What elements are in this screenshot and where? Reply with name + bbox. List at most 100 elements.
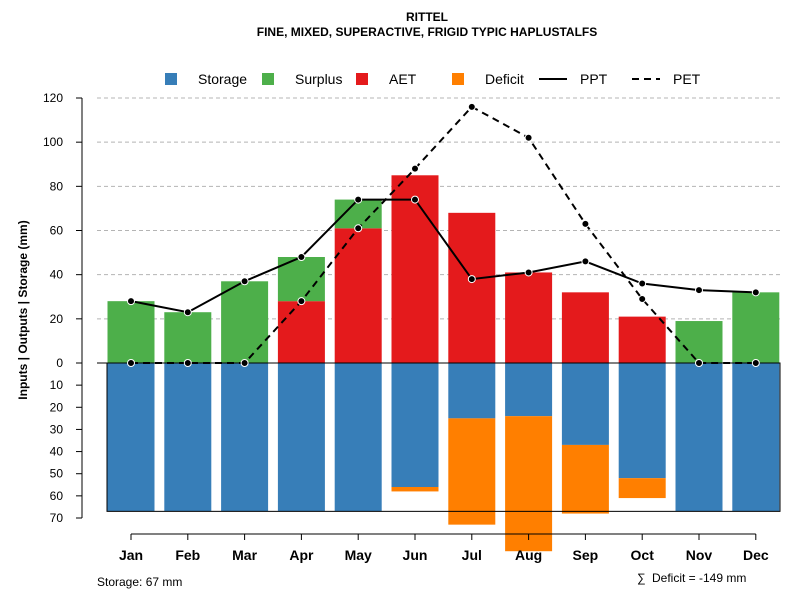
y-tick-label: 40	[50, 268, 64, 282]
aet-bar	[391, 175, 439, 363]
surplus-bar	[732, 292, 780, 363]
surplus-bar	[334, 199, 382, 229]
storage-bar	[334, 363, 382, 512]
ppt-line-point	[467, 275, 476, 284]
surplus-bar	[164, 312, 212, 363]
y-tick-label: 70	[50, 511, 64, 525]
aet-bar	[334, 228, 382, 363]
legend-label: Storage	[198, 71, 247, 87]
storage-bar	[561, 363, 609, 445]
storage-bar	[391, 363, 439, 487]
legend-swatch	[165, 73, 177, 85]
ppt-line-point	[127, 297, 135, 306]
aet-bar	[448, 212, 496, 363]
ppt-line-point	[638, 279, 647, 288]
storage-bar	[164, 363, 212, 512]
pet-line-point	[127, 359, 135, 367]
y-tick-label: 60	[50, 224, 64, 238]
ppt-line-point	[411, 195, 419, 204]
legend-swatch	[356, 73, 368, 85]
ppt-line	[130, 198, 756, 314]
x-tick-label: Sep	[573, 547, 599, 563]
deficit-bar	[561, 444, 609, 514]
y-axis-label: Inputs | Outputs | Storage (mm)	[16, 220, 30, 399]
storage-bar	[732, 363, 780, 512]
y-tick-label: 0	[56, 356, 63, 370]
pet-line-point	[695, 359, 703, 367]
y-tick-label: 50	[50, 467, 64, 481]
x-tick-label: Aug	[515, 547, 542, 563]
storage-bar	[618, 363, 666, 479]
x-tick-label: Nov	[686, 547, 713, 563]
plot-frame	[97, 362, 781, 512]
pet-line-point	[581, 219, 590, 228]
y-tick-label: 30	[50, 422, 64, 436]
y-tick-label: 40	[50, 445, 64, 459]
pet-line-point	[638, 294, 647, 303]
ppt-line-point	[297, 253, 306, 261]
pet-line-point	[467, 102, 476, 111]
aet-bar	[561, 292, 609, 363]
storage-bar	[277, 363, 325, 512]
y-tick-label: 20	[50, 400, 64, 414]
storage-bar	[221, 363, 269, 512]
pet-line-point	[524, 133, 533, 142]
pet-line	[131, 105, 756, 364]
ppt-line-point	[524, 268, 533, 277]
surplus-bar	[107, 301, 155, 363]
x-tick-label: Feb	[175, 547, 200, 563]
surplus-bar	[675, 321, 723, 363]
deficit-bar	[618, 478, 666, 499]
aet-bar	[277, 301, 325, 363]
axes: 0 20 40 60 80 100 120 10 20 30 40 50 60 70 Jan Feb Mar Ap…	[43, 91, 769, 563]
storage-bar	[107, 363, 155, 512]
chart-title: RITTEL	[406, 10, 448, 24]
deficit-bar	[391, 487, 439, 492]
surplus-bar	[221, 281, 269, 363]
ppt-line-point	[354, 195, 363, 204]
legend-label: Surplus	[295, 71, 342, 87]
legend: Storage Surplus AET Deficit PPT PET	[165, 71, 701, 87]
chart-subtitle: FINE, MIXED, SUPERACTIVE, FRIGID TYPIC H…	[257, 25, 597, 39]
aet-bar	[618, 316, 666, 363]
bars	[107, 175, 780, 552]
legend-label: AET	[389, 71, 417, 87]
y-tick-label: 10	[50, 378, 64, 392]
x-tick-label: Dec	[743, 547, 769, 563]
ppt-line-point	[183, 308, 192, 317]
x-tick-label: Jul	[462, 547, 482, 563]
deficit-bar	[448, 418, 496, 525]
legend-swatch	[262, 73, 274, 85]
sum-symbol: ∑	[637, 571, 646, 585]
storage-bar	[675, 363, 723, 512]
ppt-line-point	[240, 277, 249, 286]
aet-bar	[505, 272, 553, 363]
legend-label: PET	[673, 71, 701, 87]
legend-label: Deficit	[485, 71, 524, 87]
ppt-line-point	[581, 257, 590, 266]
pet-line-point	[354, 224, 363, 233]
pet-line-point	[411, 164, 419, 173]
x-tick-label: Apr	[289, 547, 314, 563]
pet-line-point	[240, 359, 249, 367]
pet-line-point	[183, 359, 192, 367]
x-tick-label: Jan	[119, 547, 143, 563]
x-tick-label: Mar	[232, 547, 257, 563]
ppt-line-point	[751, 288, 760, 297]
storage-note: Storage: 67 mm	[97, 575, 182, 589]
pet-line-point	[297, 297, 306, 306]
legend-label: PPT	[580, 71, 608, 87]
legend-swatch	[452, 73, 464, 85]
y-tick-label: 20	[50, 312, 64, 326]
deficit-bar	[505, 416, 553, 552]
x-tick-label: May	[345, 547, 372, 563]
ppt-line-point	[695, 286, 703, 295]
pet-line-point	[751, 359, 760, 367]
storage-bar	[505, 363, 553, 417]
x-tick-label: Jun	[403, 547, 428, 563]
deficit-note: Deficit = -149 mm	[652, 571, 746, 585]
y-tick-label: 80	[50, 179, 64, 193]
storage-bar	[448, 363, 496, 419]
x-tick-label: Oct	[631, 547, 655, 563]
